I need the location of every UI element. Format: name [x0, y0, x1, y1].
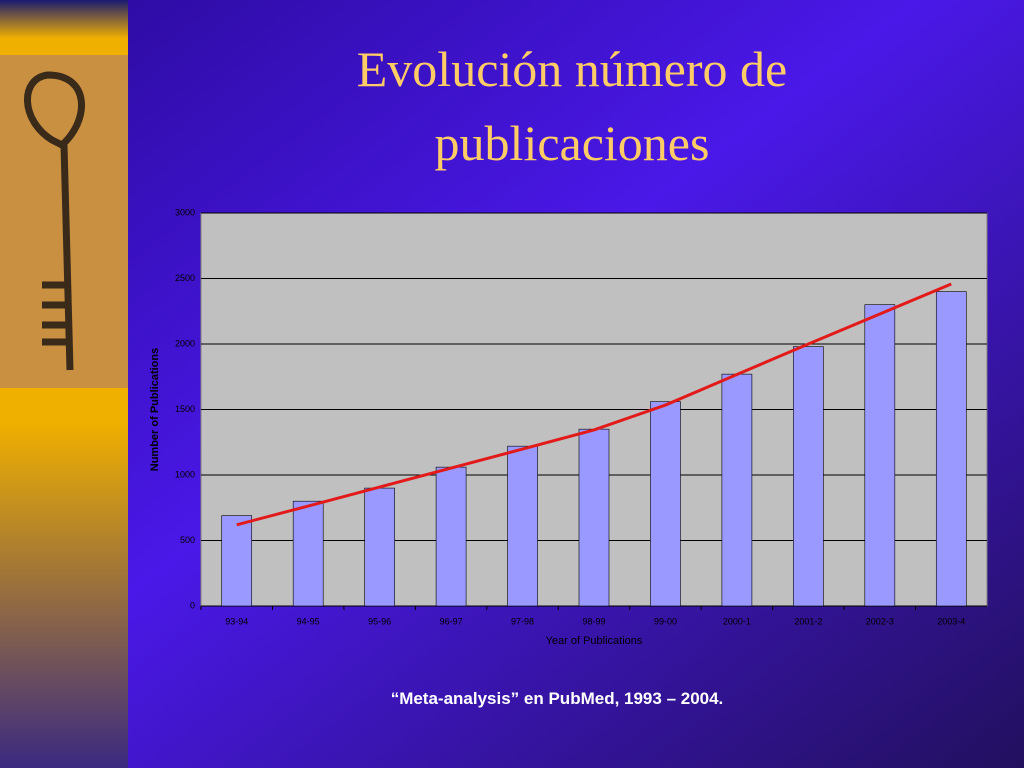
slide-title: publicaciones — [435, 115, 710, 171]
bar — [935, 291, 967, 607]
x-tick-label: 94-95 — [297, 616, 320, 626]
x-tick-label: 2003-4 — [937, 616, 965, 626]
chart: 0 500 1000 1500 2000 2500 3000 93-94 94-95 95-96 9… — [149, 207, 987, 647]
bar — [650, 401, 681, 607]
y-tick-label: 2000 — [175, 338, 195, 348]
x-tick-label: 2001-2 — [794, 616, 822, 626]
y-tick-label: 500 — [180, 535, 195, 545]
bar — [864, 304, 896, 607]
x-tick-label: 99-00 — [654, 616, 677, 626]
y-tick-label: 1000 — [175, 469, 195, 479]
bar — [292, 500, 324, 607]
x-tick-label: 2000-1 — [723, 616, 751, 626]
bar — [221, 515, 253, 607]
bar — [578, 428, 610, 607]
caption: “Meta-analysis” en PubMed, 1993 – 2004. — [391, 689, 724, 708]
x-axis-title: Year of Publications — [546, 635, 643, 647]
bar — [793, 346, 824, 607]
slide-title: Evolución número de — [357, 41, 787, 97]
bar — [507, 445, 538, 607]
x-tick-label: 2002-3 — [866, 616, 894, 626]
x-tick-label: 97-98 — [511, 616, 534, 626]
y-tick-label: 3000 — [175, 207, 195, 217]
bar — [721, 373, 753, 607]
y-axis-title: Number of Publications — [149, 348, 161, 471]
trend-line — [236, 282, 952, 527]
y-tick-label: 2500 — [175, 273, 195, 283]
bar — [435, 466, 467, 607]
y-tick-label: 1500 — [175, 404, 195, 414]
y-tick-label: 0 — [190, 600, 195, 610]
x-tick-label: 93-94 — [225, 616, 248, 626]
bar — [364, 487, 395, 607]
x-tick-label: 96-97 — [440, 616, 463, 626]
key-icon — [24, 71, 85, 371]
x-tick-label: 98-99 — [582, 616, 605, 626]
x-tick-label: 95-96 — [368, 616, 391, 626]
